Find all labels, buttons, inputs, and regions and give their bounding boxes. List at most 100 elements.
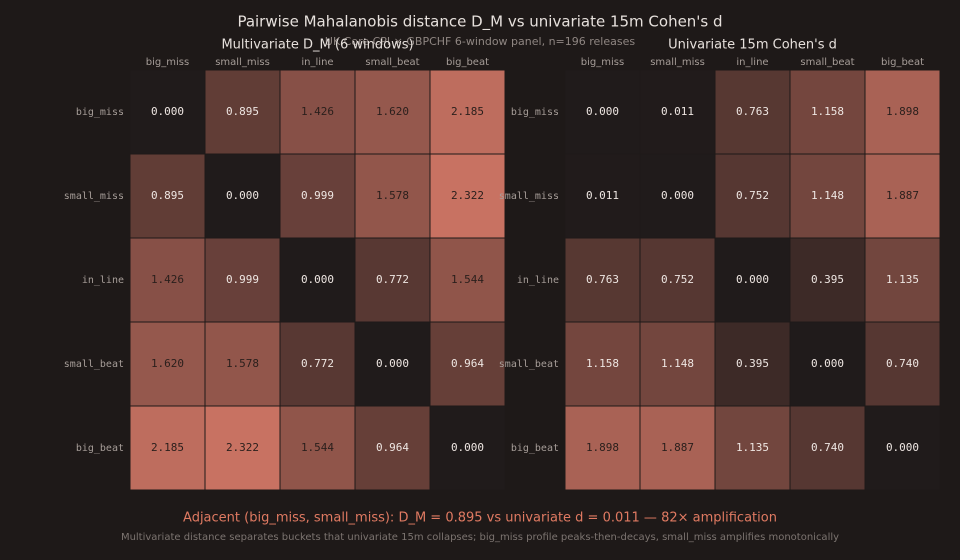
x-tick-label: big_miss (146, 57, 189, 68)
cell-label: 1.544 (301, 441, 334, 454)
cell-label: 0.895 (226, 105, 259, 118)
y-tick-label: small_miss (64, 191, 124, 202)
heatmap-cell (429, 321, 506, 407)
chart-subtitle: UK Core CPI × GBPCHF 6-window panel, n=1… (325, 35, 635, 48)
y-tick-label: small_miss (499, 191, 559, 202)
x-tick-label: in_line (736, 57, 768, 68)
heatmap-cell (789, 237, 866, 323)
heatmap-cell (429, 405, 506, 491)
heatmap-cell (789, 153, 866, 239)
cell-label: 1.898 (886, 105, 919, 118)
cell-label: 0.000 (151, 105, 184, 118)
cell-label: 1.426 (151, 273, 184, 286)
heatmap-cell (279, 405, 356, 491)
cell-label: 1.578 (376, 189, 409, 202)
heatmap-cell (129, 321, 206, 407)
heatmap-cell (354, 405, 431, 491)
cell-label: 0.740 (886, 357, 919, 370)
x-tick-label: big_beat (881, 57, 924, 68)
chart-title: Pairwise Mahalanobis distance D_M vs uni… (237, 13, 722, 32)
x-tick-label: big_miss (581, 57, 624, 68)
y-tick-label: small_beat (64, 359, 124, 370)
cell-label: 2.322 (451, 189, 484, 202)
cell-label: 0.772 (301, 357, 334, 370)
x-tick-label: in_line (301, 57, 333, 68)
heatmap-cell (564, 153, 641, 239)
heatmap-cell (639, 153, 716, 239)
y-tick-label: big_miss (76, 107, 124, 118)
cell-label: 1.578 (226, 357, 259, 370)
cell-label: 1.544 (451, 273, 484, 286)
heatmap-cell (639, 69, 716, 155)
heatmap-cell (789, 405, 866, 491)
heatmap-cell (639, 237, 716, 323)
panel-title: Univariate 15m Cohen's d (668, 38, 837, 53)
heatmap-cell (789, 69, 866, 155)
x-tick-label: big_beat (446, 57, 489, 68)
cell-label: 1.158 (586, 357, 619, 370)
x-tick-label: small_beat (800, 57, 854, 68)
heatmap-cell (564, 405, 641, 491)
cell-label: 0.772 (376, 273, 409, 286)
heatmap-cell (564, 237, 641, 323)
heatmap-cell (129, 69, 206, 155)
heatmap-cell (639, 405, 716, 491)
cell-label: 1.898 (586, 441, 619, 454)
cell-label: 1.620 (151, 357, 184, 370)
cell-label: 0.000 (736, 273, 769, 286)
cell-label: 0.000 (451, 441, 484, 454)
heatmap-cell (564, 69, 641, 155)
y-tick-label: in_line (517, 275, 559, 286)
cell-label: 0.000 (376, 357, 409, 370)
x-tick-label: small_miss (650, 57, 705, 68)
y-tick-label: big_beat (76, 443, 124, 454)
cell-label: 0.763 (736, 105, 769, 118)
cell-label: 1.148 (811, 189, 844, 202)
heatmap-cell (864, 405, 941, 491)
heatmap-cell (204, 153, 281, 239)
cell-label: 1.158 (811, 105, 844, 118)
heatmap-cell (204, 321, 281, 407)
footnote: Multivariate distance separates buckets … (121, 532, 839, 543)
y-tick-label: small_beat (499, 359, 559, 370)
heatmap-cell (279, 321, 356, 407)
cell-label: 1.426 (301, 105, 334, 118)
cell-label: 0.000 (226, 189, 259, 202)
cell-label: 0.011 (661, 105, 694, 118)
annotation: Adjacent (big_miss, small_miss): D_M = 0… (183, 511, 777, 526)
heatmap-cell (429, 237, 506, 323)
heatmap-cell (354, 237, 431, 323)
cell-label: 0.752 (736, 189, 769, 202)
heatmap-cell (129, 237, 206, 323)
cell-label: 0.395 (811, 273, 844, 286)
heatmap-cell (864, 153, 941, 239)
cell-label: 1.887 (661, 441, 694, 454)
x-tick-label: small_miss (215, 57, 270, 68)
cell-label: 0.000 (811, 357, 844, 370)
cell-label: 0.000 (661, 189, 694, 202)
heatmap-cell (204, 237, 281, 323)
cell-label: 0.964 (376, 441, 409, 454)
cell-label: 0.000 (886, 441, 919, 454)
cell-label: 0.964 (451, 357, 484, 370)
heatmap-cell (714, 405, 791, 491)
heatmap-cell (714, 69, 791, 155)
cell-label: 1.620 (376, 105, 409, 118)
cell-label: 0.740 (811, 441, 844, 454)
cell-label: 0.999 (226, 273, 259, 286)
cell-label: 2.322 (226, 441, 259, 454)
cell-label: 1.135 (736, 441, 769, 454)
cell-label: 2.185 (151, 441, 184, 454)
heatmap-cell (864, 69, 941, 155)
cell-label: 2.185 (451, 105, 484, 118)
heatmap-cell (714, 153, 791, 239)
cell-label: 0.000 (301, 273, 334, 286)
cell-label: 0.000 (586, 105, 619, 118)
heatmap-cell (354, 153, 431, 239)
cell-label: 1.887 (886, 189, 919, 202)
cell-label: 1.135 (886, 273, 919, 286)
x-tick-label: small_beat (365, 57, 419, 68)
cell-label: 0.999 (301, 189, 334, 202)
heatmap-cell (429, 153, 506, 239)
